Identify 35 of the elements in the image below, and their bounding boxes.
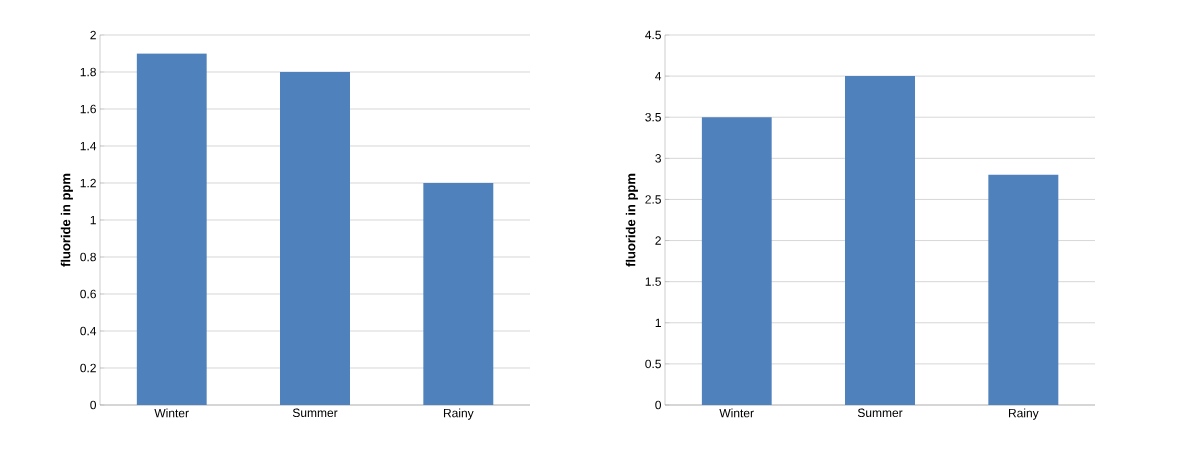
- y-axis-title: fluoride in ppm: [625, 173, 638, 267]
- y-tick-label: 1.2: [80, 178, 96, 188]
- y-tick-label: 0: [655, 400, 662, 410]
- bar: [988, 174, 1059, 405]
- y-tick-label: 1: [90, 215, 96, 225]
- y-tick-label: 2: [655, 236, 661, 245]
- y-tick-label: 0.4: [80, 326, 97, 336]
- y-tick-label: 1.6: [80, 104, 96, 114]
- x-tick-label: Summer: [292, 408, 338, 418]
- y-tick-label: 0.6: [80, 289, 96, 299]
- y-tick-label: 1: [655, 318, 661, 327]
- y-tick-label: 1.4: [80, 141, 97, 151]
- y-tick-label: 0: [90, 400, 97, 410]
- y-tick-label: 1.8: [80, 67, 96, 77]
- y-axis-title: fluoride in ppm: [60, 173, 73, 267]
- x-tick-label: Winter: [154, 408, 189, 418]
- x-tick-label: Winter: [719, 408, 754, 418]
- bar: [701, 117, 772, 405]
- y-tick-label: 2.5: [645, 195, 661, 204]
- y-tick-label: 4: [655, 71, 662, 81]
- y-tick-label: 0.8: [80, 252, 96, 262]
- bar: [280, 72, 350, 405]
- y-tick-label: 1.5: [645, 277, 661, 286]
- x-tick-label: Summer: [857, 408, 903, 418]
- bar: [136, 53, 207, 405]
- bar: [423, 183, 494, 405]
- y-tick-label: 3: [655, 154, 661, 163]
- bar: [845, 76, 916, 405]
- y-tick-label: 4.5: [645, 30, 661, 40]
- y-tick-label: 0.2: [80, 363, 96, 373]
- y-tick-label: 2: [90, 30, 96, 40]
- x-tick-label: Rainy: [1008, 408, 1039, 420]
- y-tick-label: 3.5: [645, 112, 661, 122]
- y-tick-label: 0.5: [645, 359, 661, 369]
- x-tick-label: Rainy: [443, 408, 474, 420]
